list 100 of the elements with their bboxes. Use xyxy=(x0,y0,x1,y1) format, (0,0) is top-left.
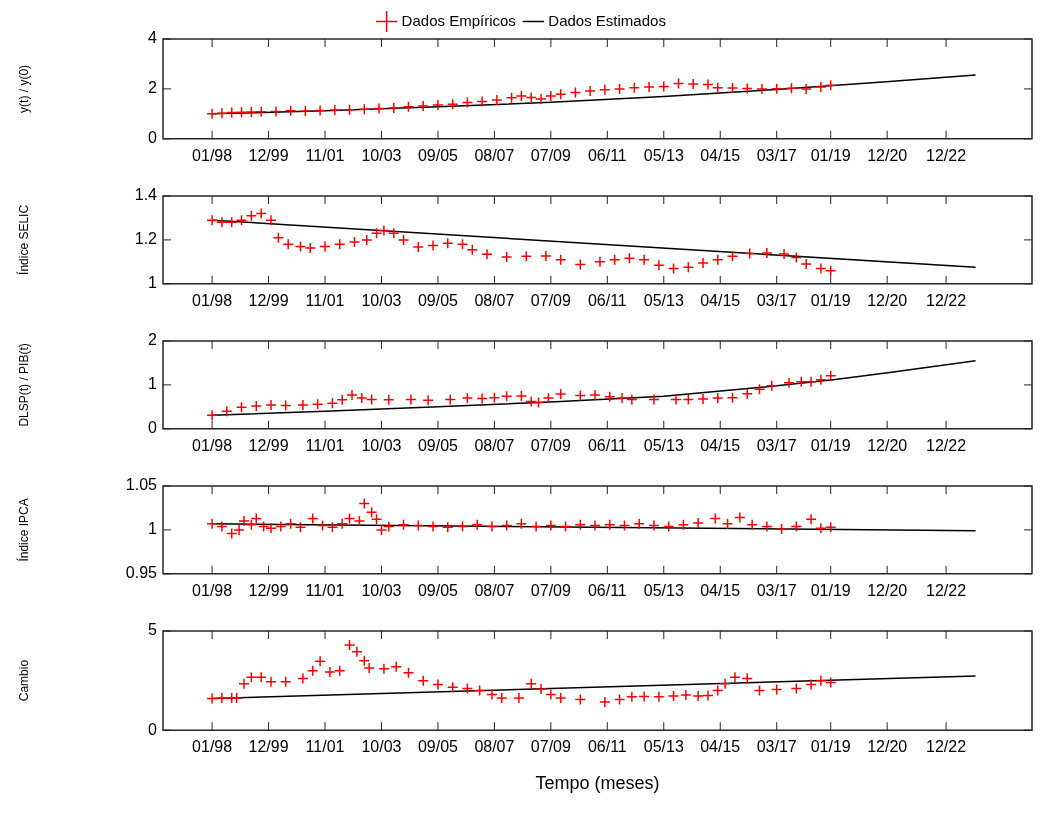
x-tick-label: 09/05 xyxy=(417,738,459,756)
x-tick-label: 01/19 xyxy=(810,738,851,756)
y-tick-label: 1 xyxy=(148,375,158,393)
x-tick-label: 11/01 xyxy=(305,436,345,454)
point xyxy=(265,399,277,411)
y-tick-label: 2 xyxy=(148,331,158,349)
point xyxy=(216,692,228,704)
x-tick-label: 06/11 xyxy=(587,738,627,756)
x-tick-label: 07/09 xyxy=(530,436,571,454)
point xyxy=(604,391,616,403)
point xyxy=(613,83,626,95)
point xyxy=(206,518,218,530)
point xyxy=(427,239,439,252)
point xyxy=(221,405,233,417)
point xyxy=(525,91,537,104)
point xyxy=(388,227,400,240)
point xyxy=(294,240,307,253)
point xyxy=(648,393,660,406)
x-tick-label: 12/22 xyxy=(926,436,967,454)
point xyxy=(245,671,258,683)
point xyxy=(702,689,714,702)
point xyxy=(265,676,277,688)
point xyxy=(824,676,837,689)
point xyxy=(574,258,587,271)
point xyxy=(815,522,827,534)
point xyxy=(405,393,417,406)
point xyxy=(670,393,682,406)
x-tick-label: 01/19 xyxy=(810,146,851,164)
x-tick-label: 11/01 xyxy=(305,146,345,164)
point xyxy=(284,518,297,530)
point xyxy=(756,83,768,95)
point xyxy=(682,393,695,406)
x-tick-label: 09/05 xyxy=(417,581,459,599)
x-tick-label: 05/13 xyxy=(643,291,684,309)
y-tick-label: 1.05 xyxy=(125,476,158,494)
x-tick-label: 12/20 xyxy=(867,738,908,756)
point xyxy=(778,248,790,260)
point xyxy=(225,527,238,540)
point xyxy=(530,520,542,533)
y-axis-title: Cambio xyxy=(16,659,31,702)
y-tick-label: 2 xyxy=(148,79,158,97)
point xyxy=(790,682,803,695)
point xyxy=(824,79,837,91)
point xyxy=(545,90,557,102)
point xyxy=(712,81,724,94)
x-tick-label: 05/13 xyxy=(643,146,684,164)
point xyxy=(422,394,434,407)
point xyxy=(815,262,827,275)
point xyxy=(491,94,503,106)
point xyxy=(297,672,309,685)
x-tick-label: 12/22 xyxy=(926,146,967,164)
point xyxy=(216,216,228,229)
point xyxy=(726,250,739,263)
x-tick-label: 10/03 xyxy=(361,146,402,164)
point xyxy=(790,251,803,264)
point xyxy=(628,81,641,94)
point xyxy=(702,78,714,91)
point xyxy=(225,106,238,119)
y-axis-title: Índice IPCA xyxy=(15,498,31,562)
point xyxy=(795,376,807,388)
point xyxy=(324,666,336,678)
point xyxy=(206,692,218,705)
point xyxy=(326,521,339,534)
point xyxy=(667,262,680,275)
point xyxy=(444,393,456,406)
point xyxy=(233,524,245,536)
x-tick-label: 12/20 xyxy=(867,581,908,599)
point xyxy=(255,106,267,118)
point xyxy=(432,678,444,691)
point xyxy=(770,82,783,95)
point xyxy=(250,512,263,525)
point xyxy=(761,247,773,259)
point xyxy=(272,231,285,244)
point xyxy=(319,240,331,253)
point xyxy=(667,690,680,702)
point xyxy=(446,98,459,111)
x-tick-label: 08/07 xyxy=(474,738,515,756)
x-tick-label: 04/15 xyxy=(700,436,741,454)
x-tick-label: 01/19 xyxy=(810,436,851,454)
x-tick-label: 08/07 xyxy=(474,436,515,454)
point xyxy=(216,520,228,533)
x-tick-label: 12/22 xyxy=(926,291,967,309)
point xyxy=(658,80,670,93)
point xyxy=(554,253,567,266)
point xyxy=(356,392,368,404)
point xyxy=(815,81,827,93)
point xyxy=(500,390,513,403)
point xyxy=(297,399,309,411)
point xyxy=(824,369,837,382)
point xyxy=(653,259,665,271)
x-tick-label: 04/15 xyxy=(700,146,741,164)
x-tick-label: 12/99 xyxy=(248,581,289,599)
point xyxy=(574,518,587,531)
point xyxy=(412,241,425,253)
point xyxy=(461,96,474,109)
point xyxy=(334,238,346,251)
point xyxy=(513,692,525,704)
x-tick-label: 12/22 xyxy=(926,581,967,599)
point xyxy=(358,497,371,510)
x-tick-label: 10/03 xyxy=(361,738,402,756)
